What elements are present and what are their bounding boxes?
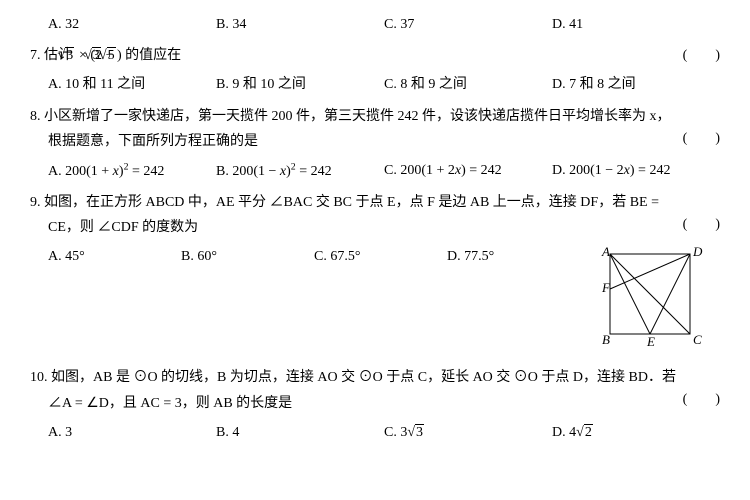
- label-b: B: [602, 332, 610, 347]
- q7-choices: A. 10 和 11 之间 B. 9 和 10 之间 C. 8 和 9 之间 D…: [48, 72, 720, 97]
- q7-choice-c: C. 8 和 9 之间: [384, 72, 552, 97]
- label-f: F: [601, 280, 611, 295]
- q7-num: 7.: [30, 48, 41, 63]
- sqrt-2-icon: 2: [576, 420, 593, 445]
- q10-paren: ( ): [683, 387, 720, 412]
- q9-paren: ( ): [683, 212, 720, 237]
- q8-stem: 小区新增了一家快递店，第一天揽件 200 件，第三天揽件 242 件，设该快递店…: [44, 109, 671, 149]
- q10-d-prefix: D. 4: [552, 425, 576, 440]
- q10-choice-b: B. 4: [216, 420, 384, 445]
- q9-stem: 如图，在正方形 ABCD 中，AE 平分 ∠BAC 交 BC 于点 E，点 F …: [44, 195, 659, 235]
- q9-choice-b: B. 60°: [181, 244, 314, 269]
- q10-choice-d: D. 42: [552, 420, 720, 445]
- q9-figure: A D F B E C: [590, 244, 710, 354]
- q7-choice-a: A. 10 和 11 之间: [48, 72, 216, 97]
- question-9: 9. 如图，在正方形 ABCD 中，AE 平分 ∠BAC 交 BC 于点 E，点…: [30, 190, 720, 240]
- q6-choice-a: A. 32: [48, 12, 216, 37]
- label-e: E: [646, 334, 655, 349]
- question-8: 8. 小区新增了一家快递店，第一天揽件 200 件，第三天揽件 242 件，设该…: [30, 104, 720, 154]
- q8-choice-c: C. 200(1 + 2x) = 242: [384, 158, 552, 184]
- seg-df-icon: [610, 254, 690, 289]
- q10-stem-wrap: 10. 如图，AB 是 ⊙O 的切线，B 为切点，连接 AO 交 ⊙O 于点 C…: [48, 365, 720, 415]
- q6-choice-d: D. 41: [552, 12, 720, 37]
- q7-stem: 7. 估计 3 × (23 + 5) 的值应在: [48, 43, 720, 68]
- label-a: A: [601, 244, 610, 259]
- q8-choice-d: D. 200(1 − 2x) = 242: [552, 158, 720, 184]
- q8-choice-a: A. 200(1 + x)2 = 242: [48, 158, 216, 184]
- label-c: C: [693, 332, 702, 347]
- q8-choice-b: B. 200(1 − x)2 = 242: [216, 158, 384, 184]
- seg-ae-icon: [610, 254, 650, 334]
- q6-choice-b: B. 34: [216, 12, 384, 37]
- q9-num: 9.: [30, 195, 41, 210]
- q10-stem: 如图，AB 是 ⊙O 的切线，B 为切点，连接 AO 交 ⊙O 于点 C，延长 …: [48, 370, 676, 410]
- question-7: 7. 估计 3 × (23 + 5) 的值应在 ( ): [30, 43, 720, 68]
- q10-num: 10.: [30, 370, 48, 385]
- label-d: D: [692, 244, 703, 259]
- q8-stem-wrap: 8. 小区新增了一家快递店，第一天揽件 200 件，第三天揽件 242 件，设该…: [48, 104, 720, 154]
- q7-choice-b: B. 9 和 10 之间: [216, 72, 384, 97]
- q9-choice-c: C. 67.5°: [314, 244, 447, 269]
- question-10: 10. 如图，AB 是 ⊙O 的切线，B 为切点，连接 AO 交 ⊙O 于点 C…: [30, 365, 720, 415]
- q7-stem-suffix: 的值应在: [122, 48, 182, 63]
- q9-figure-wrap: A. 45° B. 60° C. 67.5° D. 77.5° A D F B …: [30, 244, 720, 365]
- q8-paren: ( ): [683, 126, 720, 151]
- q9-choice-d: D. 77.5°: [447, 244, 580, 269]
- q8-num: 8.: [30, 109, 41, 124]
- q8-choices: A. 200(1 + x)2 = 242 B. 200(1 − x)2 = 24…: [48, 158, 720, 184]
- q6-choices: A. 32 B. 34 C. 37 D. 41: [48, 12, 720, 37]
- q10-c-prefix: C. 3: [384, 425, 407, 440]
- q7-choice-d: D. 7 和 8 之间: [552, 72, 720, 97]
- q6-choice-c: C. 37: [384, 12, 552, 37]
- q10-choices: A. 3 B. 4 C. 33 D. 42: [48, 420, 720, 445]
- seg-de-icon: [650, 254, 690, 334]
- q9-choice-a: A. 45°: [48, 244, 181, 269]
- q10-choice-a: A. 3: [48, 420, 216, 445]
- q9-stem-wrap: 9. 如图，在正方形 ABCD 中，AE 平分 ∠BAC 交 BC 于点 E，点…: [48, 190, 720, 240]
- q7-paren: ( ): [683, 43, 720, 68]
- q10-choice-c: C. 33: [384, 420, 552, 445]
- sqrt-3c-icon: 3: [407, 420, 424, 445]
- diag-ac-icon: [610, 254, 690, 334]
